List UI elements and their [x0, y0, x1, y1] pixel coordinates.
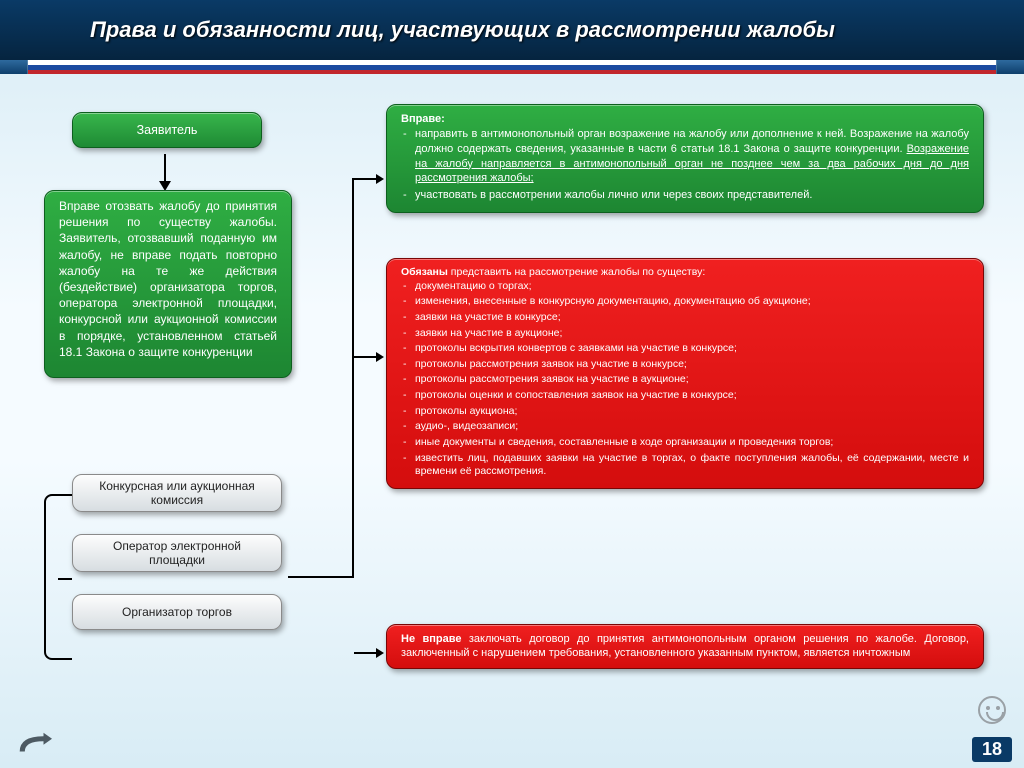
applicant-label: Заявитель [137, 123, 198, 137]
obyaz-item-12: известить лиц, подавших заявки на участи… [401, 452, 969, 479]
obyaz-box: Обязаны представить на рассмотрение жало… [386, 258, 984, 489]
obyaz-item-5: протоколы вскрытия конвертов с заявками … [401, 342, 969, 356]
connector-arrow-1 [354, 178, 376, 180]
connector-arrow-3 [354, 652, 376, 654]
vprave-box: Вправе: направить в антимонопольный орга… [386, 104, 984, 213]
obyaz-item-6: протоколы рассмотрения заявок на участие… [401, 358, 969, 372]
vprave-item-1: направить в антимонопольный орган возраж… [401, 127, 969, 186]
obyaz-item-1: документацию о торгах; [401, 280, 969, 294]
connector-vertical [352, 178, 354, 578]
organizer-label: Организатор торгов [122, 605, 232, 619]
smiley-icon[interactable] [978, 696, 1006, 724]
operator-box: Оператор электронной площадки [72, 534, 282, 572]
diagram-stage: Заявитель Вправе отозвать жалобу до прин… [0, 74, 1024, 768]
obyaz-item-7: протоколы рассмотрения заявок на участие… [401, 373, 969, 387]
vprave-item-2: участвовать в рассмотрении жалобы лично … [401, 188, 969, 203]
nevprave-box: Не вправе заключать договор до принятия … [386, 624, 984, 669]
vprave-list: направить в антимонопольный орган возраж… [401, 127, 969, 203]
page-number: 18 [972, 737, 1012, 762]
connector-arrow-2 [354, 356, 376, 358]
vprave-head: Вправе: [401, 113, 445, 125]
slide-title: Права и обязанности лиц, участвующих в р… [0, 0, 1024, 60]
nevprave-text: заключать договор до принятия антимонопо… [401, 633, 969, 659]
operator-label: Оператор электронной площадки [87, 539, 267, 567]
obyaz-lead: представить на рассмотрение жалобы по су… [451, 266, 705, 278]
obyaz-item-10: аудио-, видеозаписи; [401, 420, 969, 434]
obyaz-item-11: иные документы и сведения, составленные … [401, 436, 969, 450]
flag-stripe [0, 60, 1024, 74]
obyaz-item-4: заявки на участие в аукционе; [401, 327, 969, 341]
back-curve-icon[interactable] [18, 732, 52, 754]
slide-title-text: Права и обязанности лиц, участвующих в р… [90, 17, 835, 43]
obyaz-item-2: изменения, внесенные в конкурсную докуме… [401, 295, 969, 309]
organizer-box: Организатор торгов [72, 594, 282, 630]
applicant-rights-text: Вправе отозвать жалобу до принятия решен… [59, 199, 277, 359]
commission-box: Конкурсная или аукционная комиссия [72, 474, 282, 512]
obyaz-item-3: заявки на участие в конкурсе; [401, 311, 969, 325]
obyaz-item-8: протоколы оценки и сопоставления заявок … [401, 389, 969, 403]
obyaz-list: документацию о торгах;изменения, внесенн… [401, 280, 969, 479]
obyaz-item-9: протоколы аукциона; [401, 405, 969, 419]
arrow-applicant-down [164, 154, 166, 182]
vprave-item-1a: направить в антимонопольный орган возраж… [415, 128, 969, 155]
left-bracket [44, 494, 58, 660]
page-number-text: 18 [982, 739, 1002, 759]
connector-horizontal [288, 576, 352, 578]
commission-label: Конкурсная или аукционная комиссия [87, 479, 267, 507]
applicant-box: Заявитель [72, 112, 262, 148]
obyaz-head: Обязаны [401, 266, 448, 278]
applicant-rights-box: Вправе отозвать жалобу до принятия решен… [44, 190, 292, 378]
nevprave-head: Не вправе [401, 633, 461, 645]
